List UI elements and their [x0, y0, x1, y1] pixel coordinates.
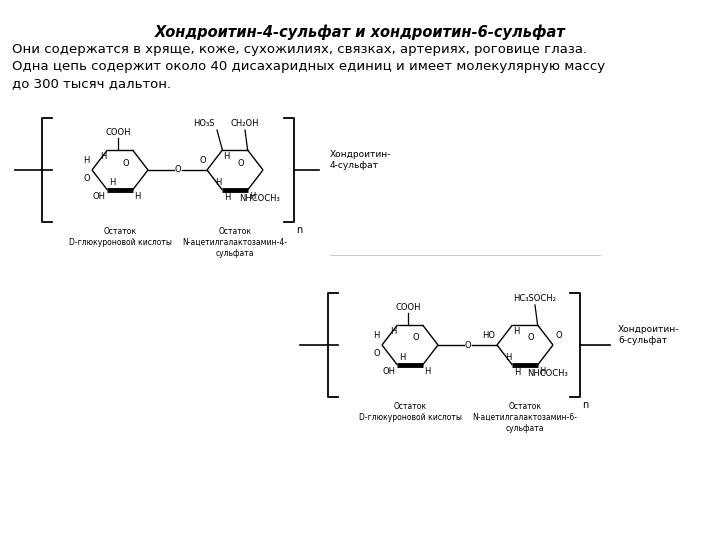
Text: O: O — [238, 159, 244, 167]
Text: Хондроитин-
6-сульфат: Хондроитин- 6-сульфат — [618, 325, 680, 345]
Text: O: O — [122, 159, 130, 167]
Text: OH: OH — [382, 367, 395, 376]
Text: Остаток
D-глюкуроновой кислоты: Остаток D-глюкуроновой кислоты — [68, 227, 171, 247]
Text: Остаток
D-глюкуроновой кислоты: Остаток D-глюкуроновой кислоты — [359, 402, 462, 422]
Text: Одна цепь содержит около 40 дисахаридных единиц и имеет молекулярную массу: Одна цепь содержит около 40 дисахаридных… — [12, 60, 605, 73]
Text: n: n — [582, 400, 588, 410]
Text: HC₃SOCH₂: HC₃SOCH₂ — [513, 294, 557, 303]
Text: O: O — [556, 331, 562, 340]
Text: H: H — [225, 193, 231, 202]
Text: H: H — [390, 327, 397, 336]
Text: O: O — [84, 174, 90, 183]
Text: HO: HO — [482, 331, 495, 340]
Text: H: H — [539, 367, 546, 376]
Text: O: O — [199, 156, 206, 165]
Text: COOH: COOH — [105, 128, 131, 137]
Text: H: H — [505, 353, 511, 362]
Text: COOH: COOH — [395, 303, 420, 312]
Text: H: H — [215, 178, 222, 187]
Text: Остаток
N-ацетилгалактозамин-6-
сульфата: Остаток N-ацетилгалактозамин-6- сульфата — [472, 402, 577, 433]
Text: H: H — [84, 156, 90, 165]
Text: NHCOCH₃: NHCOCH₃ — [527, 369, 568, 378]
Text: n: n — [296, 225, 302, 235]
Text: H: H — [100, 152, 107, 161]
Text: H: H — [223, 152, 230, 161]
Text: O: O — [374, 349, 380, 358]
Text: H: H — [250, 192, 256, 201]
Text: H: H — [513, 327, 520, 336]
Text: O: O — [528, 334, 534, 342]
Text: Хондроитин-4-сульфат и хондроитин-6-сульфат: Хондроитин-4-сульфат и хондроитин-6-суль… — [155, 25, 565, 40]
Text: CH₂OH: CH₂OH — [230, 119, 259, 128]
Text: NHCOCH₃: NHCOCH₃ — [239, 194, 280, 203]
Text: Остаток
N-ацетилгалактозамин-4-
сульфата: Остаток N-ацетилгалактозамин-4- сульфата — [182, 227, 287, 258]
Text: Они содержатся в хряще, коже, сухожилиях, связках, артериях, роговице глаза.: Они содержатся в хряще, коже, сухожилиях… — [12, 43, 587, 56]
Text: H: H — [514, 368, 521, 377]
Text: Хондроитин-
4-сульфат: Хондроитин- 4-сульфат — [330, 150, 392, 170]
Text: H: H — [135, 192, 141, 201]
Text: H: H — [109, 178, 116, 187]
Text: HO₃S: HO₃S — [194, 119, 215, 128]
Text: H: H — [374, 331, 380, 340]
Text: O: O — [174, 165, 181, 174]
Text: H: H — [425, 367, 431, 376]
Text: H: H — [400, 353, 406, 362]
Text: O: O — [413, 334, 419, 342]
Text: O: O — [464, 341, 471, 349]
Text: OH: OH — [92, 192, 105, 201]
Text: до 300 тысяч дальтон.: до 300 тысяч дальтон. — [12, 77, 171, 90]
